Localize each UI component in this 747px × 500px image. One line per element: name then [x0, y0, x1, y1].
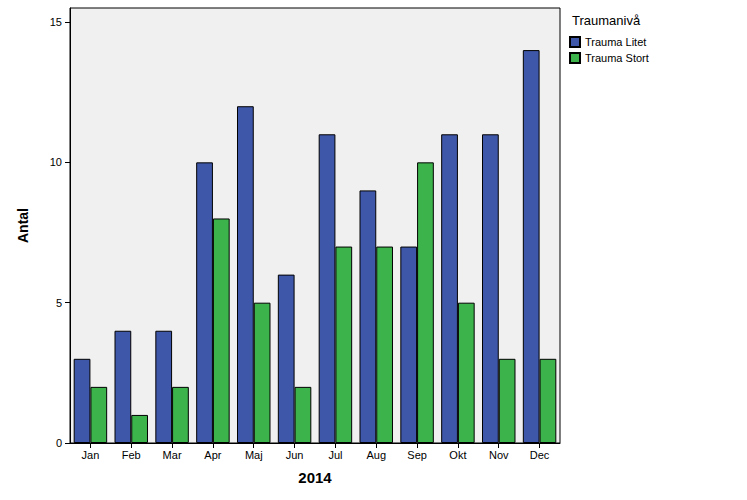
svg-text:Antal: Antal	[15, 208, 31, 243]
svg-text:Mar: Mar	[163, 449, 182, 461]
svg-text:Jul: Jul	[328, 449, 342, 461]
svg-text:15: 15	[50, 16, 62, 28]
svg-text:Traumanivå: Traumanivå	[572, 13, 641, 28]
svg-text:5: 5	[56, 297, 62, 309]
svg-text:Nov: Nov	[489, 449, 509, 461]
svg-text:Jan: Jan	[82, 449, 100, 461]
svg-text:Apr: Apr	[204, 449, 221, 461]
svg-text:Jun: Jun	[286, 449, 304, 461]
svg-text:Sep: Sep	[407, 449, 427, 461]
svg-text:0: 0	[56, 437, 62, 449]
svg-text:Trauma Litet: Trauma Litet	[585, 36, 646, 48]
svg-text:2014: 2014	[298, 469, 332, 486]
svg-text:Aug: Aug	[366, 449, 386, 461]
svg-text:Feb: Feb	[122, 449, 141, 461]
svg-text:Trauma Stort: Trauma Stort	[585, 52, 649, 64]
svg-text:Maj: Maj	[245, 449, 263, 461]
svg-text:Dec: Dec	[530, 449, 550, 461]
svg-text:10: 10	[50, 156, 62, 168]
svg-text:Okt: Okt	[449, 449, 466, 461]
